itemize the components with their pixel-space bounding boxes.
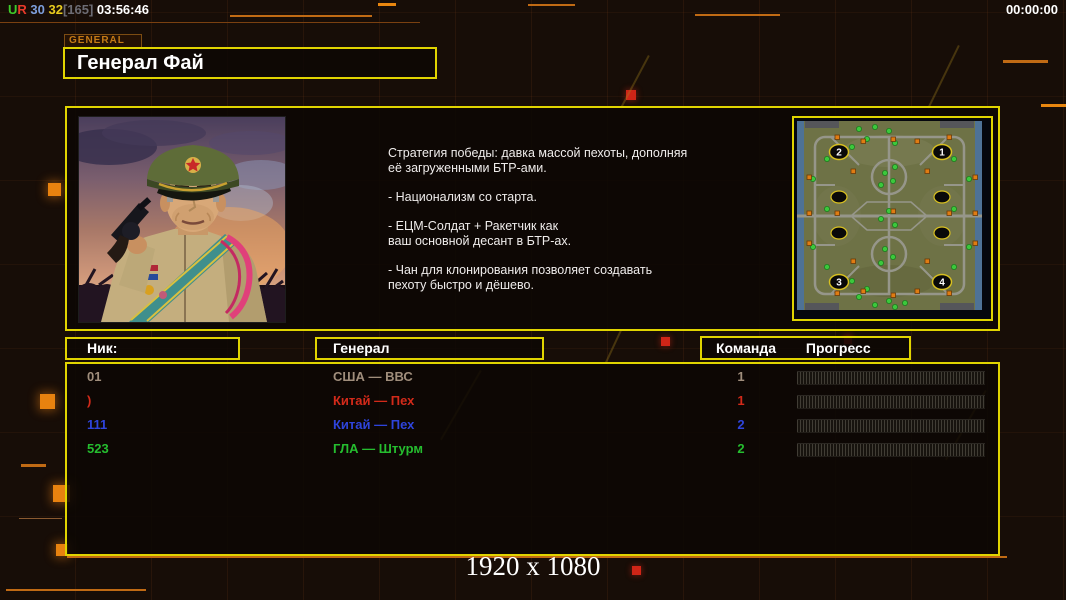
header-nick: Ник: <box>65 337 240 360</box>
svg-text:4: 4 <box>939 278 945 289</box>
status-bracket: [165] <box>62 2 94 17</box>
minimap-start-positions: 2 1 3 4 <box>828 143 953 291</box>
minimap-supply-dots <box>806 134 978 298</box>
minimap: 2 1 3 4 <box>792 116 993 321</box>
strategy-paragraph: - Чан для клонирования позволяет создава… <box>388 263 653 292</box>
status-num-blue: 30 <box>26 2 45 17</box>
strategy-text: Стратегия победы: давка массой пехоты, д… <box>388 146 728 307</box>
status-num-yellow: 32 <box>44 2 63 17</box>
progress-bar <box>797 419 985 433</box>
match-status: UR 30 32[165] 03:56:46 <box>8 2 149 17</box>
strategy-paragraph: - Национализм со старта. <box>388 190 537 204</box>
progress-bar <box>797 395 985 409</box>
strategy-paragraph: - ЕЦМ-Солдат + Ракетчик как ваш основной… <box>388 219 572 248</box>
status-clock: 03:56:46 <box>93 2 149 17</box>
player-general: Китай — Пех <box>333 393 415 408</box>
progress-bar <box>797 371 985 385</box>
minimap-image: 2 1 3 4 <box>797 121 982 310</box>
player-team: 2 <box>737 417 745 432</box>
player-general: США — ВВС <box>333 369 413 384</box>
status-r: R <box>17 2 27 17</box>
resolution-caption: 1920 x 1080 <box>465 551 601 581</box>
player-nick: 523 <box>87 441 109 456</box>
strategy-paragraph: Стратегия победы: давка массой пехоты, д… <box>388 146 688 175</box>
portrait-image <box>61 117 297 322</box>
general-portrait <box>61 116 297 323</box>
player-team: 2 <box>737 441 745 456</box>
header-general: Генерал <box>315 337 544 360</box>
svg-text:1: 1 <box>939 148 945 159</box>
table-row: 523 ГЛА — Штурм 2 <box>67 437 998 461</box>
header-team: Команда <box>716 340 776 356</box>
table-row: ) Китай — Пех 1 <box>67 389 998 413</box>
status-u: U <box>8 2 18 17</box>
header-team-progress: Команда Прогресс <box>700 336 911 360</box>
progress-bar <box>797 443 985 457</box>
svg-text:3: 3 <box>836 278 842 289</box>
player-general: ГЛА — Штурм <box>333 441 423 456</box>
player-nick: 111 <box>87 417 108 432</box>
player-general: Китай — Пех <box>333 417 415 432</box>
player-rows: 01 США — ВВС 1) Китай — Пех 1 111 Китай — Пех 2… <box>67 365 998 461</box>
player-team: 1 <box>737 369 745 384</box>
player-nick: ) <box>87 393 92 408</box>
minimap-trees <box>809 124 972 310</box>
game-timer: 00:00:00 <box>1005 2 1058 17</box>
player-team: 1 <box>737 393 745 408</box>
table-row: 01 США — ВВС 1 <box>67 365 998 389</box>
general-info-panel: Стратегия победы: давка массой пехоты, д… <box>61 106 1000 331</box>
svg-text:2: 2 <box>836 148 842 159</box>
player-nick: 01 <box>87 369 102 384</box>
page-title: Генерал Фай <box>63 47 437 79</box>
player-list-panel: 01 США — ВВС 1) Китай — Пех 1 111 Китай — Пех 2… <box>65 362 1000 556</box>
table-row: 111 Китай — Пех 2 <box>67 413 998 437</box>
header-progress: Прогресс <box>805 340 871 356</box>
